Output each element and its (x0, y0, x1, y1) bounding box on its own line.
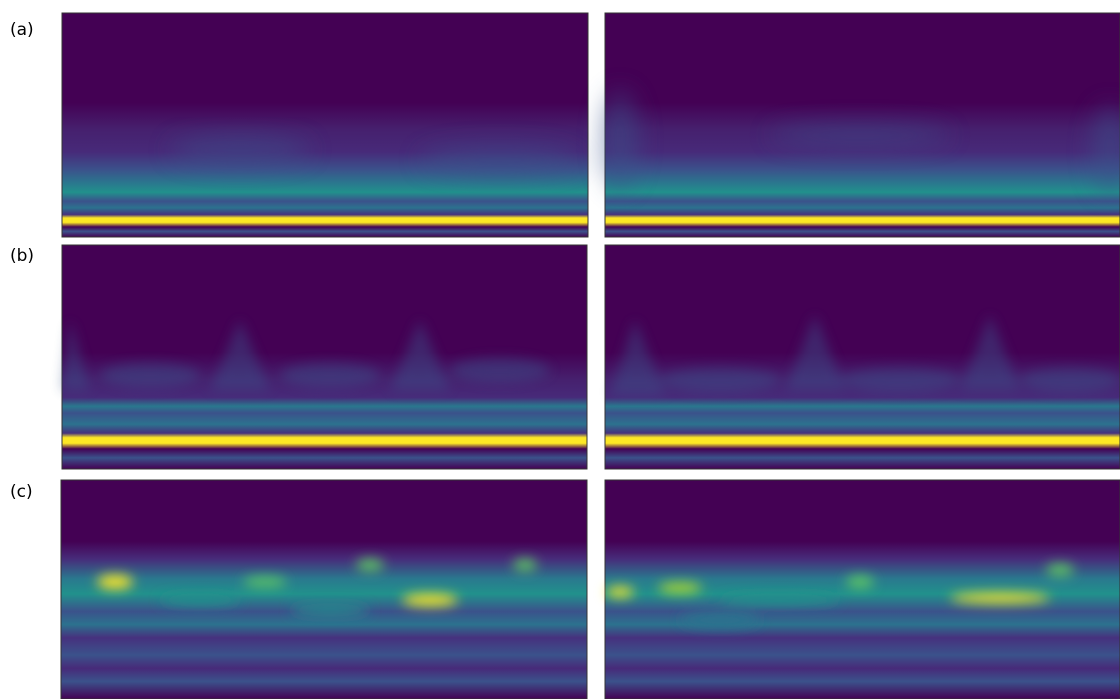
scalogram (605, 480, 1120, 699)
scalogram (602, 13, 1120, 237)
scalogram (62, 245, 587, 469)
figure: (a) (b) (c) (0, 0, 1120, 699)
panel-label: (a) (10, 20, 34, 40)
scalogram (605, 245, 1120, 469)
panel-label: (c) (10, 482, 33, 502)
scalogram (61, 480, 587, 699)
scalogram (62, 13, 588, 237)
panel-label: (b) (10, 246, 34, 266)
